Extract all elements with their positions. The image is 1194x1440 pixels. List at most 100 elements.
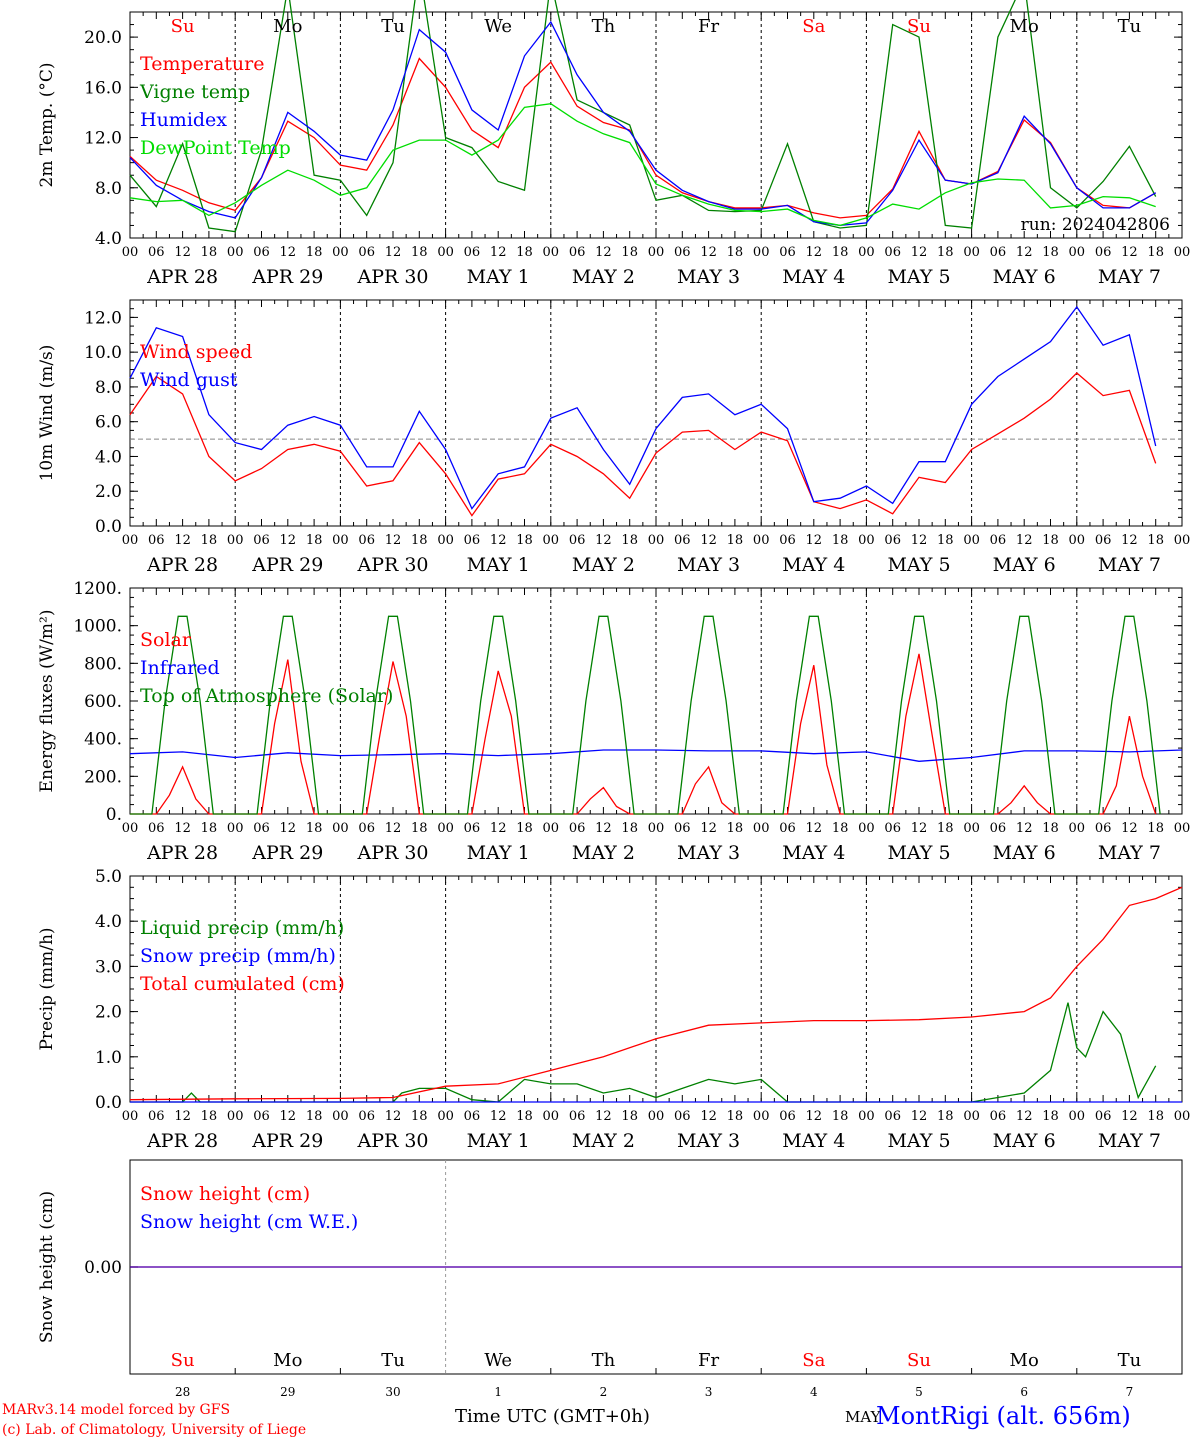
series-line [129, 103, 1156, 227]
y-tick-label: 0.0 [95, 517, 122, 537]
date-label: MAY 2 [572, 554, 635, 576]
hour-label: 00 [332, 533, 349, 548]
date-label: APR 28 [146, 1130, 218, 1152]
hour-label: 06 [779, 821, 796, 836]
hour-label: 18 [937, 1109, 954, 1124]
date-label: MAY 6 [993, 266, 1056, 288]
panel-1: 4.0 8.0 12.0 16.0 20.0 2m Temp. (°C) Temperatu… [37, 0, 1190, 288]
hour-label: 12 [174, 821, 191, 836]
weekday-label: Su [907, 16, 931, 37]
y-tick-label: 8.0 [95, 378, 122, 398]
hour-label: 12 [385, 533, 402, 548]
panel-5: 0.00 Snow height (cm) Snow height (cm) Snow… [37, 1159, 1183, 1399]
hour-label: 18 [832, 245, 849, 260]
hour-label: 12 [174, 1109, 191, 1124]
y-tick-label: 2.0 [95, 1003, 122, 1023]
hour-label: 00 [1069, 245, 1086, 260]
hour-label: 06 [148, 1109, 165, 1124]
hour-label: 18 [306, 1109, 323, 1124]
date-label: MAY 3 [677, 266, 740, 288]
hour-label: 12 [1016, 533, 1033, 548]
hour-label: 06 [1095, 821, 1112, 836]
y-axis-label: 10m Wind (m/s) [37, 345, 57, 482]
weekday-label: Tu [1118, 16, 1142, 37]
hour-label: 12 [280, 533, 297, 548]
weekday-label: We [484, 16, 512, 37]
hour-label: 06 [674, 533, 691, 548]
hour-label: 00 [858, 245, 875, 260]
series-line [129, 372, 1157, 517]
weekday-label: Tu [381, 1350, 405, 1371]
hour-label: 12 [700, 821, 717, 836]
hour-label: 18 [621, 1109, 638, 1124]
hour-label: 06 [148, 533, 165, 548]
y-tick-label: 2.0 [95, 482, 122, 502]
hour-label: 06 [569, 533, 586, 548]
y-tick-label: 4.0 [95, 447, 122, 467]
legend-entry: Wind speed [140, 341, 252, 363]
weekday-label: Fr [698, 16, 719, 37]
weekday-label: Sa [802, 1350, 825, 1371]
date-label: MAY 3 [677, 1130, 740, 1152]
hour-label: 06 [148, 821, 165, 836]
hour-label: 12 [806, 533, 823, 548]
hour-label: 18 [621, 245, 638, 260]
hour-label: 06 [990, 1109, 1007, 1124]
date-label: MAY 1 [467, 842, 530, 864]
hour-label: 12 [595, 821, 612, 836]
hour-label: 18 [832, 1109, 849, 1124]
day-number: 4 [810, 1385, 818, 1399]
hour-label: 06 [358, 245, 375, 260]
date-label: MAY 6 [993, 1130, 1056, 1152]
series-line [129, 20, 1157, 227]
hour-label: 06 [253, 1109, 270, 1124]
date-label: MAY 1 [467, 266, 530, 288]
date-label: MAY 6 [993, 554, 1056, 576]
hour-label: 12 [1121, 533, 1138, 548]
date-label: MAY 7 [1098, 1130, 1161, 1152]
weekday-label: Th [592, 1350, 616, 1371]
hour-label: 00 [963, 533, 980, 548]
hour-label: 00 [437, 1109, 454, 1124]
hour-label: 18 [516, 821, 533, 836]
y-tick-label: 6.0 [95, 413, 122, 433]
hour-label: 18 [411, 821, 428, 836]
hour-label: 00 [963, 245, 980, 260]
model-credit: MARv3.14 model forced by GFS (c) Lab. of… [2, 1400, 306, 1440]
hour-label: 12 [1016, 245, 1033, 260]
series-line [130, 1002, 1157, 1103]
hour-label: 06 [884, 245, 901, 260]
hour-label: 12 [595, 245, 612, 260]
hour-label: 18 [621, 533, 638, 548]
date-label: MAY 3 [677, 842, 740, 864]
date-label: APR 29 [251, 554, 323, 576]
hour-label: 06 [358, 1109, 375, 1124]
hour-label: 00 [332, 245, 349, 260]
hour-label: 18 [516, 245, 533, 260]
hour-label: 18 [1147, 245, 1164, 260]
hour-label: 12 [700, 533, 717, 548]
y-tick-label: 0. [106, 805, 122, 825]
y-axis-label: Snow height (cm) [37, 1191, 57, 1343]
hour-label: 00 [122, 245, 139, 260]
date-label: APR 30 [356, 1130, 428, 1152]
y-tick-label: 0.00 [84, 1258, 122, 1278]
y-tick-label: 4.0 [95, 912, 122, 932]
hour-label: 18 [937, 821, 954, 836]
hour-label: 06 [990, 245, 1007, 260]
hour-label: 12 [806, 821, 823, 836]
y-tick-label: 16.0 [84, 78, 122, 98]
hour-label: 06 [569, 1109, 586, 1124]
legend-entry: Infrared [140, 657, 220, 679]
hour-label: 00 [753, 533, 770, 548]
y-tick-label: 200. [84, 767, 122, 787]
hour-label: 00 [963, 1109, 980, 1124]
legend-entry: Snow precip (mm/h) [140, 945, 336, 967]
hour-label: 18 [306, 533, 323, 548]
hour-label: 06 [779, 1109, 796, 1124]
hour-label: 12 [490, 1109, 507, 1124]
hour-label: 00 [648, 245, 665, 260]
weekday-label: Tu [1118, 1350, 1142, 1371]
legend-entry: Top of Atmosphere (Solar) [140, 685, 393, 707]
hour-label: 00 [437, 245, 454, 260]
